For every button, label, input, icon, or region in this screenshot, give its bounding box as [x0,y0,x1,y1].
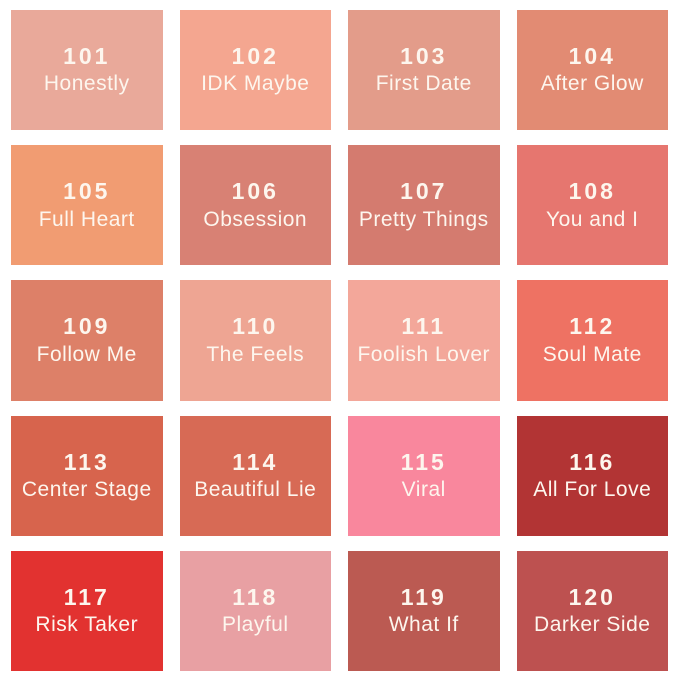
shade-swatch-110: 110 The Feels [179,280,331,401]
shade-number: 108 [568,178,616,205]
shade-swatch-116: 116 All For Love [516,415,668,536]
shade-swatch-102: 102 IDK Maybe [179,10,331,131]
shade-swatch-115: 115 Viral [348,415,500,536]
shade-name: Risk Taker [35,613,139,637]
shade-name: IDK Maybe [201,72,310,96]
shade-number: 109 [63,313,111,340]
shade-name: All For Love [533,477,652,501]
shade-number: 117 [63,583,110,610]
shade-swatch-103: 103 First Date [348,10,500,131]
shade-number: 104 [568,42,616,69]
shade-name: Full Heart [38,207,135,231]
shade-name: Playful [221,613,289,637]
shade-swatch-112: 112 Soul Mate [516,280,668,401]
shade-swatch-106: 106 Obsession [179,145,331,266]
shade-name: Soul Mate [542,342,642,366]
shade-name: Follow Me [36,342,137,366]
shade-number: 110 [232,313,279,340]
shade-number: 113 [63,448,110,475]
shade-name: Darker Side [534,613,651,637]
shade-name: Beautiful Lie [194,477,317,501]
shade-swatch-105: 105 Full Heart [11,145,163,266]
shade-name: You and I [546,207,639,231]
shade-number: 116 [569,448,616,475]
shade-number: 105 [63,178,111,205]
shade-swatch-117: 117 Risk Taker [11,550,163,671]
shade-name: Foolish Lover [357,342,491,366]
shade-name: Viral [401,477,446,501]
shade-number: 119 [400,583,447,610]
shade-number: 120 [568,583,616,610]
shade-name: Honestly [43,72,130,96]
shade-number: 112 [569,313,616,340]
shade-swatch-118: 118 Playful [179,550,331,671]
shade-number: 102 [231,42,279,69]
shade-name: Center Stage [21,477,152,501]
shade-number: 107 [400,178,448,205]
shade-swatch-108: 108 You and I [516,145,668,266]
shade-swatch-111: 111 Foolish Lover [348,280,500,401]
shade-number: 101 [63,42,111,69]
shade-name: Obsession [203,207,308,231]
shade-number: 111 [401,313,447,340]
shade-swatch-119: 119 What If [348,550,500,671]
shade-swatch-114: 114 Beautiful Lie [179,415,331,536]
shade-number: 118 [232,583,279,610]
shade-swatch-101: 101 Honestly [11,10,163,131]
shade-swatch-113: 113 Center Stage [11,415,163,536]
shade-name: First Date [375,72,472,96]
shade-swatch-104: 104 After Glow [516,10,668,131]
shade-number: 114 [232,448,279,475]
shade-number: 115 [400,448,447,475]
shade-name: Pretty Things [358,207,489,231]
shade-name: After Glow [540,72,644,96]
shade-name: What If [388,613,459,637]
shade-swatch-109: 109 Follow Me [11,280,163,401]
shade-name: The Feels [206,342,305,366]
shade-swatch-107: 107 Pretty Things [348,145,500,266]
shade-swatch-120: 120 Darker Side [516,550,668,671]
shade-number: 103 [400,42,448,69]
shade-number: 106 [231,178,279,205]
